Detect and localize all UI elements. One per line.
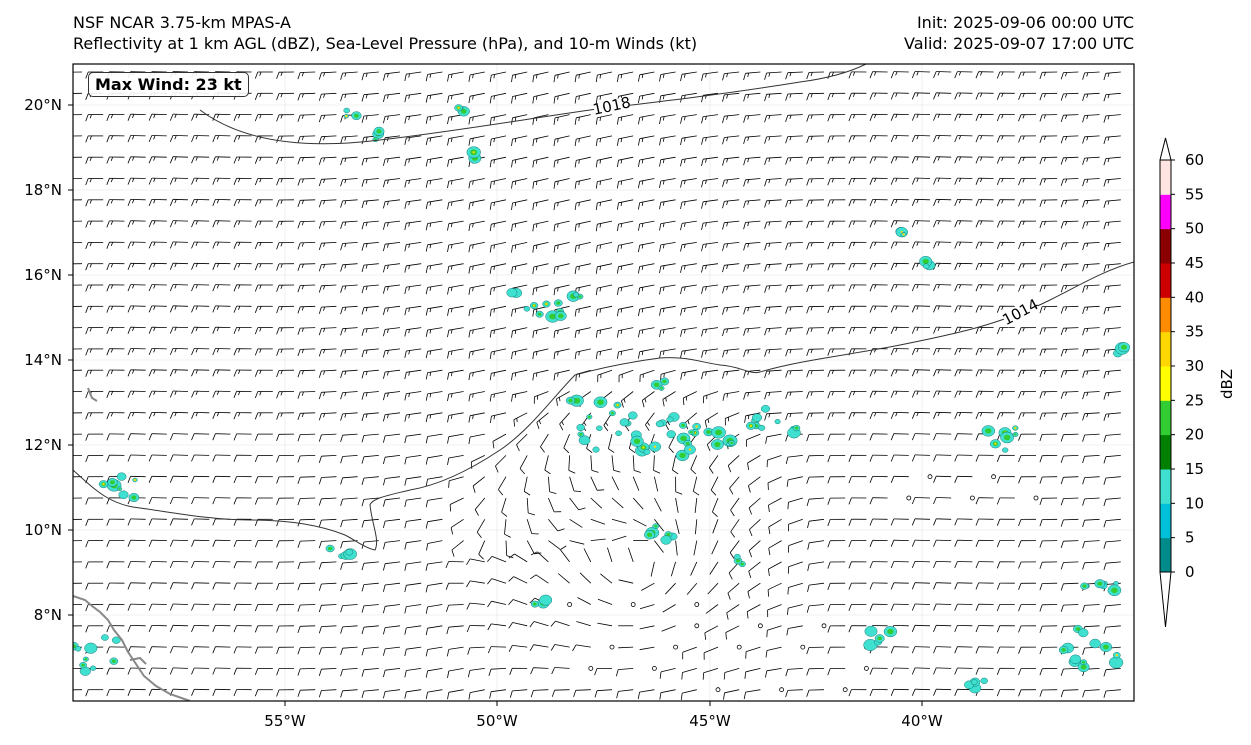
colorbar-segment bbox=[1160, 503, 1171, 539]
reflectivity-cells bbox=[73, 104, 1130, 694]
map-title: NSF NCAR 3.75-km MPAS-A Reflectivity at … bbox=[73, 12, 697, 54]
colorbar-tick-label: 30 bbox=[1185, 357, 1204, 375]
colorbar-tick-label: 50 bbox=[1185, 220, 1204, 238]
colorbar-segment bbox=[1160, 297, 1171, 333]
title-line-fields: Reflectivity at 1 km AGL (dBZ), Sea-Leve… bbox=[73, 34, 698, 53]
colorbar-segment bbox=[1160, 263, 1171, 298]
lon-tick-40w: 40°W bbox=[901, 712, 943, 730]
isobar-1014 bbox=[73, 261, 1134, 551]
colorbar-segment bbox=[1160, 469, 1171, 504]
colorbar-tick-label: 10 bbox=[1185, 494, 1204, 512]
isobar-1018 bbox=[199, 64, 867, 145]
map-times: Init: 2025-09-06 00:00 UTC Valid: 2025-0… bbox=[904, 12, 1134, 54]
colorbar-min-extension bbox=[1159, 571, 1172, 628]
lat-axis: 20°N 18°N 16°N 14°N 12°N 10°N 8°N bbox=[24, 96, 73, 624]
lat-tick-20n: 20°N bbox=[24, 96, 62, 114]
map-plot-area: 1018 1014 bbox=[73, 64, 1134, 701]
lon-tick-50w: 50°W bbox=[476, 712, 518, 730]
colorbar-segment bbox=[1160, 331, 1171, 367]
lat-tick-10n: 10°N bbox=[24, 521, 62, 539]
lat-tick-16n: 16°N bbox=[24, 266, 62, 284]
colorbar-tick-label: 55 bbox=[1185, 185, 1204, 203]
colorbar-segment bbox=[1160, 194, 1171, 230]
lon-tick-45w: 45°W bbox=[689, 712, 731, 730]
lat-tick-18n: 18°N bbox=[24, 181, 62, 199]
colorbar-segment bbox=[1160, 434, 1171, 470]
colorbar-max-extension bbox=[1159, 137, 1172, 161]
title-line-model: NSF NCAR 3.75-km MPAS-A bbox=[73, 13, 291, 32]
lat-tick-8n: 8°N bbox=[34, 606, 62, 624]
lat-tick-14n: 14°N bbox=[24, 351, 62, 369]
isobars bbox=[73, 64, 1134, 551]
colorbar-tick-label: 45 bbox=[1185, 254, 1204, 272]
lon-axis: 55°W 50°W 45°W 40°W bbox=[264, 701, 943, 730]
colorbar-segment bbox=[1160, 400, 1171, 436]
colorbar-tick-label: 20 bbox=[1185, 426, 1204, 444]
colorbar-label: dBZ bbox=[1218, 369, 1236, 399]
wind-barbs bbox=[73, 71, 1121, 701]
coastline bbox=[73, 387, 191, 701]
plot-frame bbox=[72, 63, 1135, 702]
lon-tick-55w: 55°W bbox=[264, 712, 306, 730]
colorbar-segment bbox=[1160, 537, 1171, 573]
colorbar-tick-label: 25 bbox=[1185, 391, 1204, 409]
colorbar-tick-label: 60 bbox=[1185, 151, 1204, 169]
colorbar-tick-label: 15 bbox=[1185, 460, 1204, 478]
colorbar-tick-label: 35 bbox=[1185, 323, 1204, 341]
colorbar-segment bbox=[1160, 366, 1171, 401]
valid-time: Valid: 2025-09-07 17:00 UTC bbox=[903, 34, 1134, 53]
colorbar: 0 5 10 15 20 25 30 35 40 45 50 55 60 bbox=[1159, 137, 1204, 628]
init-time: Init: 2025-09-06 00:00 UTC bbox=[916, 13, 1134, 32]
colorbar-segment bbox=[1160, 228, 1171, 264]
colorbar-tick-label: 0 bbox=[1185, 563, 1195, 581]
colorbar-tick-label: 40 bbox=[1185, 288, 1204, 306]
colorbar-segment bbox=[1160, 160, 1171, 195]
max-wind-box: Max Wind: 23 kt bbox=[88, 72, 249, 97]
colorbar-tick-label: 5 bbox=[1185, 529, 1195, 547]
lat-tick-12n: 12°N bbox=[24, 436, 62, 454]
